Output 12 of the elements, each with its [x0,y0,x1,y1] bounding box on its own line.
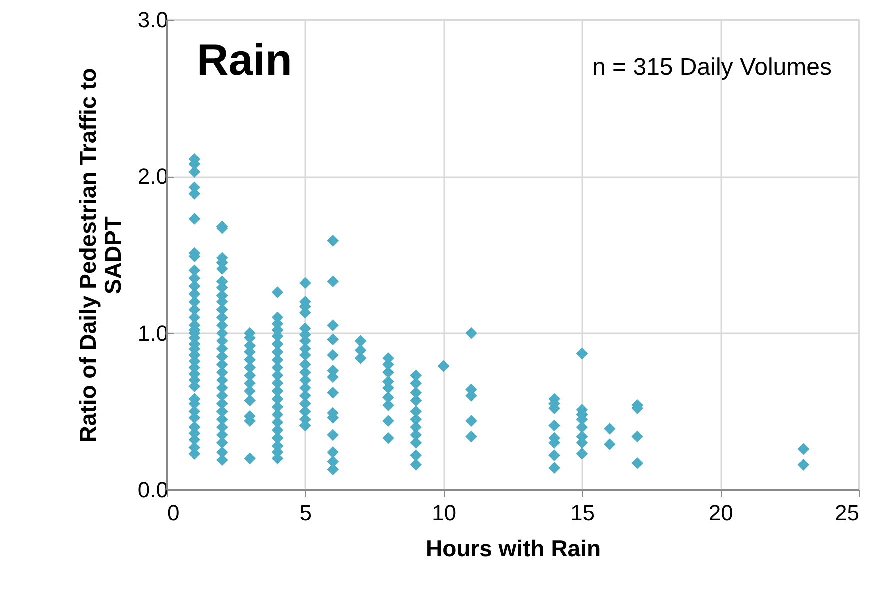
annotation: n = 315 Daily Volumes [592,54,832,81]
y-tick-label: 0.0 [138,478,168,502]
x-tick-label: 15 [570,500,595,526]
x-axis-title: Hours with Rain [426,536,602,562]
y-axis-title: Ratio of Daily Pedestrian Traffic to SADPT [74,68,126,443]
y-tick-label: 3.0 [138,8,168,32]
chart-title: Rain [197,36,292,85]
x-tick-label: 0 [168,500,180,526]
x-tick-label: 10 [432,500,457,526]
x-tick-label: 5 [300,500,312,526]
x-tick-label: 20 [708,500,734,526]
x-tick-label: 25 [835,500,860,526]
